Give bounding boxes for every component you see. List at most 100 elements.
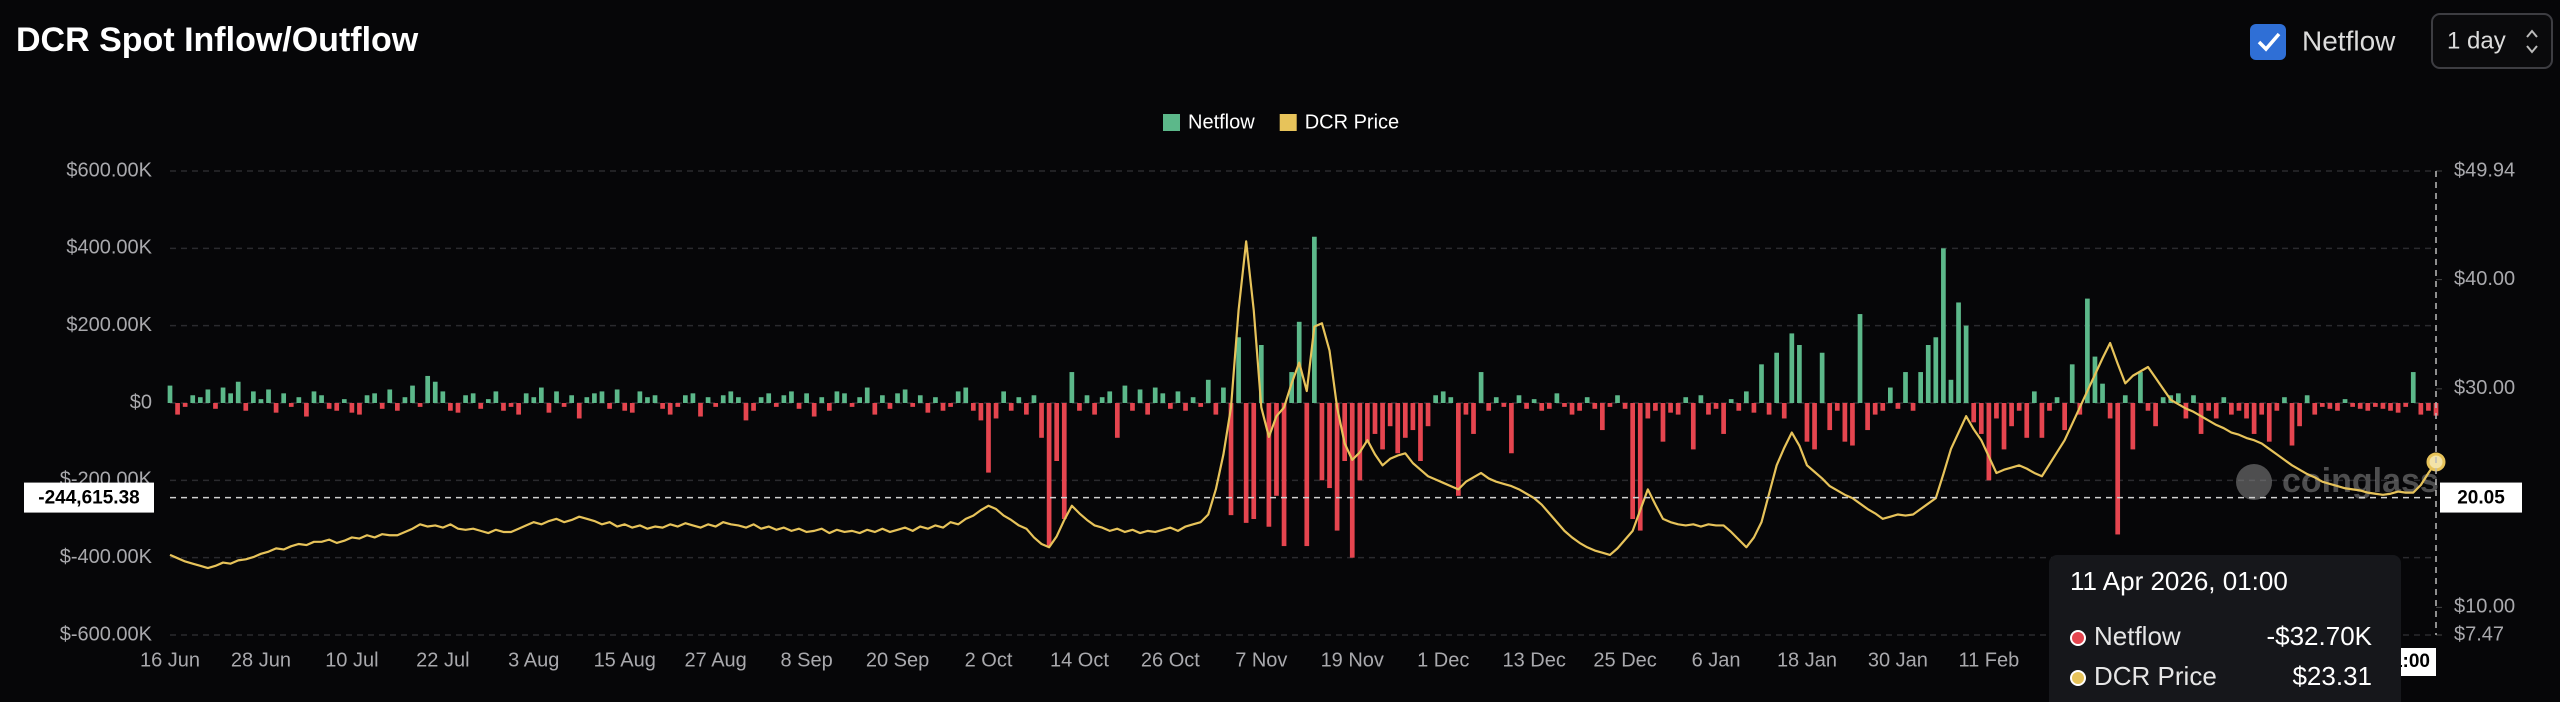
bar bbox=[1554, 393, 1560, 403]
x-tick-label: 28 Jun bbox=[231, 649, 291, 671]
bar bbox=[1418, 403, 1423, 461]
bar bbox=[986, 403, 991, 473]
bar bbox=[1728, 399, 1734, 403]
legend-swatch bbox=[1163, 114, 1180, 131]
y2-tick-label: $30.00 bbox=[2454, 377, 2515, 399]
bar bbox=[925, 403, 931, 413]
bar bbox=[304, 403, 309, 417]
bar bbox=[675, 403, 681, 407]
bar bbox=[372, 393, 377, 403]
x-tick-label: 30 Jan bbox=[1868, 649, 1928, 671]
checkbox-label[interactable]: Netflow bbox=[2302, 25, 2396, 56]
bar bbox=[1872, 403, 1878, 415]
bar bbox=[1819, 352, 1825, 403]
bar bbox=[2426, 403, 2431, 411]
bar bbox=[523, 393, 529, 403]
bar bbox=[1895, 403, 1901, 409]
bar bbox=[1562, 403, 1567, 407]
bar bbox=[1653, 403, 1658, 411]
bar bbox=[1395, 403, 1401, 454]
bar bbox=[266, 389, 271, 403]
interval-select[interactable]: 1 day bbox=[2431, 13, 2553, 69]
bar bbox=[1425, 403, 1431, 427]
bar bbox=[1456, 403, 1461, 496]
bar bbox=[1198, 403, 1204, 407]
select-value[interactable]: 1 day bbox=[2447, 27, 2506, 54]
bar bbox=[1789, 333, 1795, 403]
x-tick-label: 7 Nov bbox=[1235, 649, 1287, 671]
bar bbox=[963, 387, 969, 403]
bar bbox=[1698, 395, 1704, 403]
bar bbox=[2388, 403, 2393, 411]
bar bbox=[2365, 403, 2371, 411]
bar bbox=[1031, 395, 1037, 403]
bar bbox=[872, 403, 878, 415]
bar bbox=[1675, 403, 1681, 415]
x-tick-label: 19 Nov bbox=[1321, 649, 1384, 671]
bar bbox=[1577, 403, 1582, 411]
bar bbox=[1274, 403, 1279, 496]
bar bbox=[2236, 403, 2242, 411]
bar bbox=[1516, 395, 1522, 403]
bar bbox=[1243, 403, 1249, 523]
legend-label: DCR Price bbox=[1305, 111, 1399, 133]
bar bbox=[842, 393, 847, 403]
bar bbox=[1956, 302, 1961, 403]
bar bbox=[705, 397, 711, 403]
bar bbox=[2122, 395, 2128, 403]
bar bbox=[2221, 397, 2227, 403]
bar bbox=[2069, 364, 2075, 403]
bar bbox=[2138, 372, 2143, 403]
tooltip-dot bbox=[2070, 630, 2086, 646]
bar bbox=[1046, 403, 1052, 547]
y-tick-label: $400.00K bbox=[66, 237, 152, 259]
bar bbox=[895, 393, 900, 403]
bar bbox=[2115, 403, 2121, 535]
bar bbox=[2410, 372, 2416, 403]
bar bbox=[811, 403, 817, 417]
x-tick-label: 1 Dec bbox=[1417, 649, 1469, 671]
bar bbox=[2198, 403, 2204, 434]
bar bbox=[2175, 393, 2181, 403]
select-box[interactable] bbox=[2431, 13, 2553, 69]
bar bbox=[341, 399, 347, 403]
bar bbox=[948, 403, 953, 407]
x-tick-label: 27 Aug bbox=[685, 649, 747, 671]
bar bbox=[940, 403, 946, 411]
bar bbox=[766, 393, 772, 403]
bar bbox=[1683, 397, 1689, 403]
tooltip-date: 11 Apr 2026, 01:00 bbox=[2070, 566, 2288, 596]
bar bbox=[698, 403, 703, 417]
bar bbox=[1501, 403, 1507, 407]
bar bbox=[1539, 403, 1545, 411]
bar bbox=[758, 397, 764, 403]
bar bbox=[1365, 403, 1370, 442]
bar bbox=[637, 391, 643, 403]
bar bbox=[2312, 403, 2318, 415]
bar bbox=[2039, 403, 2045, 438]
bar bbox=[2403, 403, 2409, 407]
bar bbox=[2024, 403, 2030, 438]
bar bbox=[220, 387, 226, 403]
x-tick-label: 10 Jul bbox=[325, 649, 378, 671]
bar bbox=[826, 403, 832, 411]
bar bbox=[1713, 403, 1719, 409]
bar bbox=[470, 393, 476, 403]
watermark-text: coinglass bbox=[2282, 462, 2439, 500]
bar bbox=[1114, 403, 1120, 438]
bar bbox=[1478, 372, 1484, 403]
bar bbox=[205, 389, 211, 403]
bar bbox=[2130, 403, 2136, 450]
bar bbox=[2047, 403, 2052, 411]
bar bbox=[1948, 379, 1954, 403]
netflow-toggle[interactable]: Netflow bbox=[2250, 24, 2396, 60]
y-tick-label: $-600.00K bbox=[60, 623, 153, 645]
bar bbox=[1736, 403, 1742, 411]
bar bbox=[1493, 397, 1499, 403]
bar bbox=[1524, 403, 1529, 409]
bar bbox=[448, 403, 453, 411]
checkbox[interactable] bbox=[2250, 24, 2286, 60]
bar bbox=[1175, 391, 1181, 403]
bar bbox=[2418, 403, 2424, 415]
